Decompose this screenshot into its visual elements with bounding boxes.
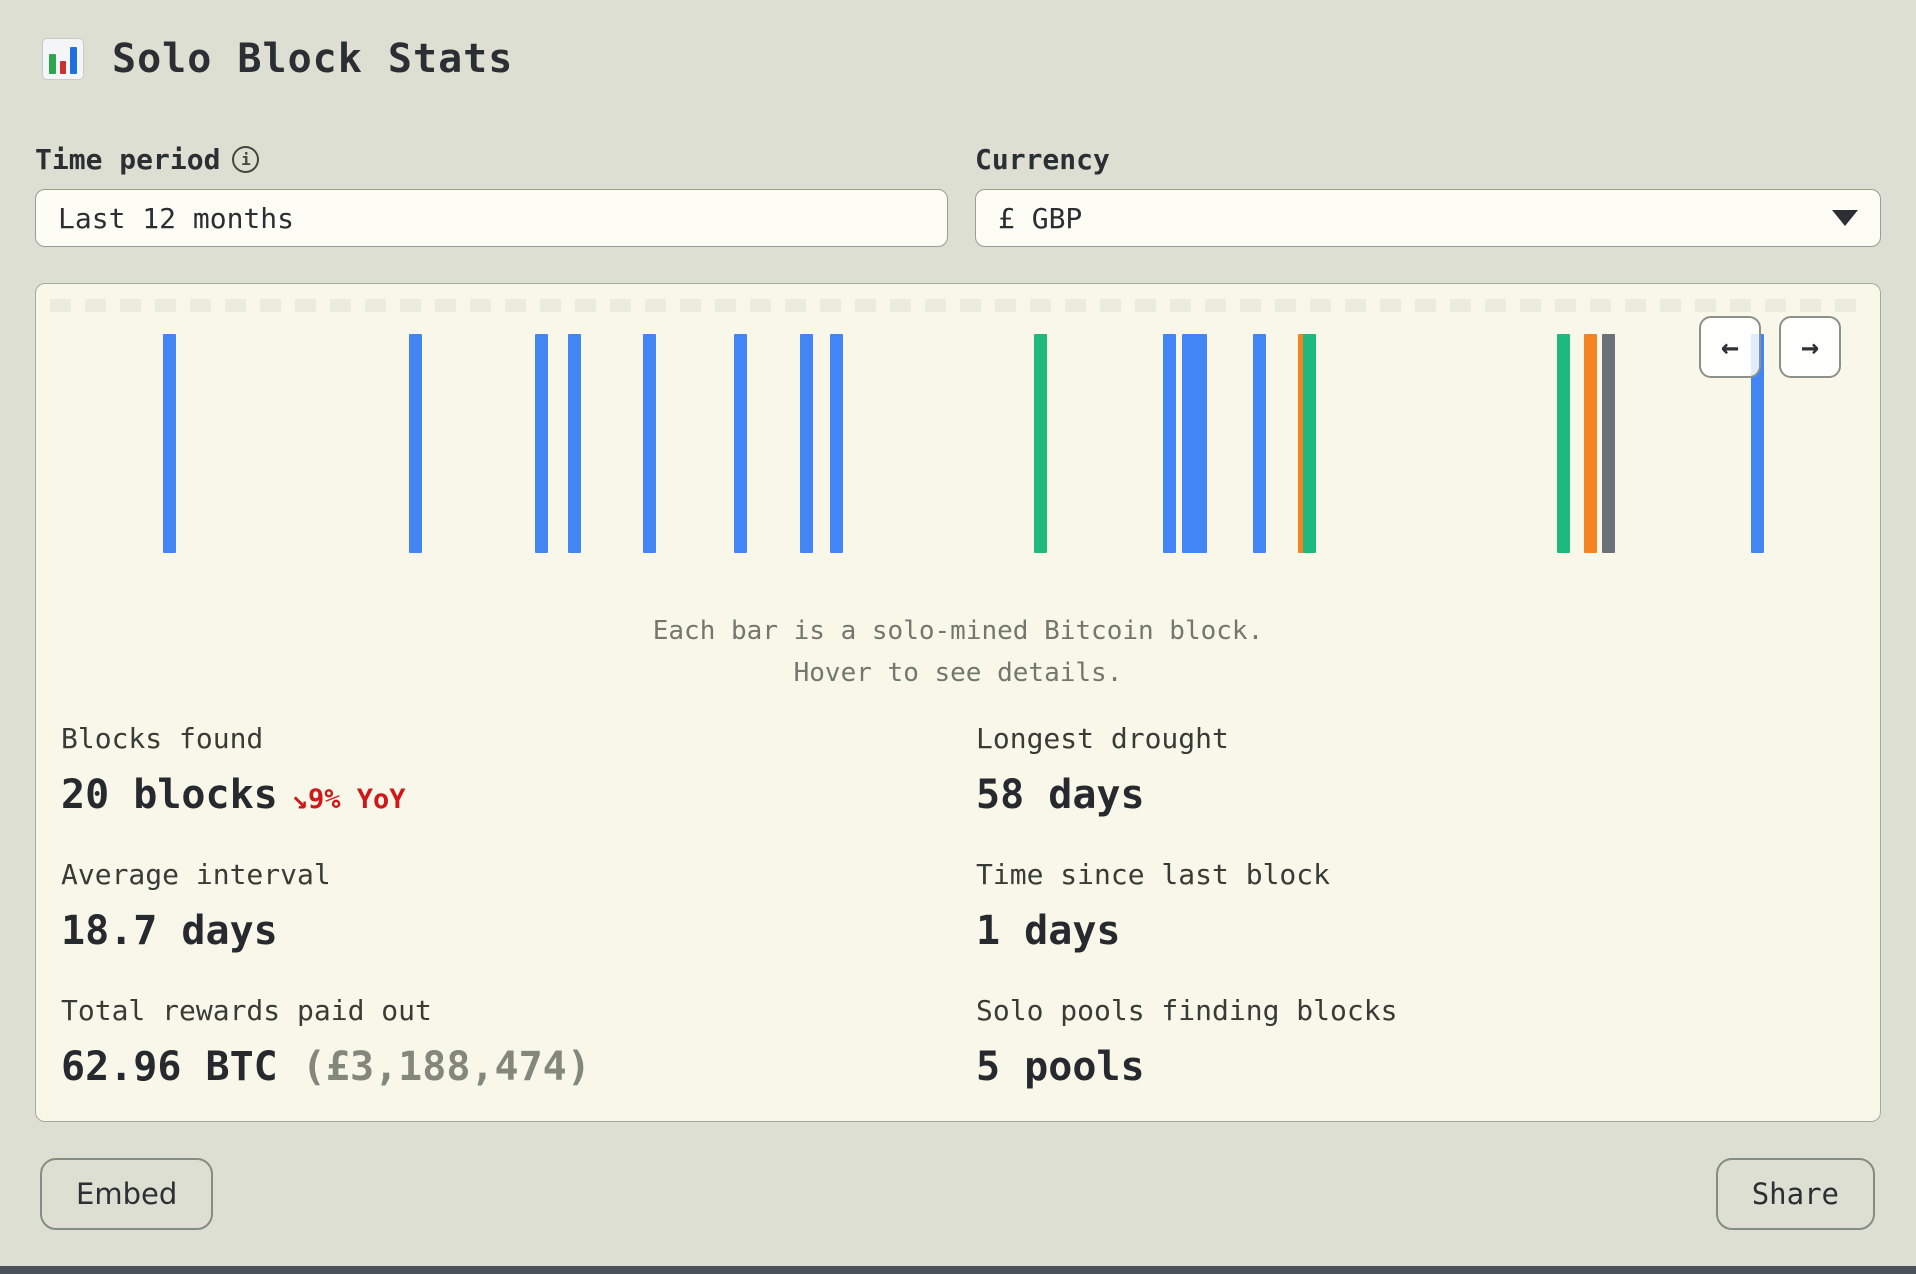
block-bar[interactable] [830, 334, 843, 553]
block-bar[interactable] [1303, 334, 1316, 553]
stat-change-badge: ↘9% YoY [291, 784, 406, 815]
block-bar[interactable] [1584, 334, 1597, 553]
page-title: Solo Block Stats [112, 36, 514, 82]
block-bar[interactable] [643, 334, 656, 553]
next-arrow-button[interactable]: → [1779, 316, 1841, 378]
stat-value: 1 days [976, 908, 1121, 954]
currency-select[interactable]: £ GBP [975, 189, 1881, 247]
bar-chart-icon [42, 38, 84, 80]
stat: Longest drought 58 days [976, 722, 1855, 818]
block-bar[interactable] [163, 334, 176, 553]
chart-panel: ← → Each bar is a solo-mined Bitcoin blo… [35, 283, 1881, 1122]
currency-selected-value: £ GBP [998, 201, 1083, 235]
stat-value: 5 pools [976, 1044, 1145, 1090]
stat-label: Average interval [61, 858, 331, 891]
time-period-control: Time period i [35, 141, 948, 247]
stat-value: 20 blocks ↘9% YoY [61, 772, 406, 818]
stat-value: 18.7 days [61, 908, 278, 954]
stat-label: Longest drought [976, 722, 1229, 755]
controls-row: Time period i Currency £ GBP [35, 141, 1881, 247]
block-bar[interactable] [800, 334, 813, 553]
stat-label: Blocks found [61, 722, 264, 755]
stat: Average interval 18.7 days [61, 858, 976, 954]
stat-label: Total rewards paid out [61, 994, 432, 1027]
timeline-ticks [50, 299, 1866, 312]
embed-button[interactable]: Embed [40, 1158, 214, 1230]
bottom-edge [0, 1266, 1916, 1274]
time-period-label: Time period [35, 142, 221, 176]
info-icon[interactable]: i [232, 145, 260, 173]
block-bars [36, 334, 1880, 553]
stat-value-secondary: (£3,188,474) [277, 1044, 591, 1090]
stat-value: 58 days [976, 772, 1145, 818]
block-bar[interactable] [1182, 334, 1207, 553]
block-bar[interactable] [1034, 334, 1047, 553]
stat: Total rewards paid out 62.96 BTC (£3,188,… [61, 994, 976, 1090]
block-bar[interactable] [734, 334, 747, 553]
block-bar[interactable] [568, 334, 581, 553]
block-bar[interactable] [1253, 334, 1266, 553]
stat: Blocks found 20 blocks ↘9% YoY [61, 722, 976, 818]
chevron-down-icon [1832, 210, 1858, 226]
prev-arrow-button[interactable]: ← [1699, 316, 1761, 378]
currency-control: Currency £ GBP [975, 141, 1881, 247]
time-period-input[interactable] [35, 189, 948, 247]
chart-caption-line1: Each bar is a solo-mined Bitcoin block. [652, 616, 1264, 646]
chart-caption: Each bar is a solo-mined Bitcoin block. … [36, 610, 1880, 694]
stat-label: Time since last block [976, 858, 1331, 891]
block-bar[interactable] [1751, 334, 1764, 553]
header: Solo Block Stats [42, 36, 513, 82]
stat: Time since last block 1 days [976, 858, 1855, 954]
block-bar[interactable] [409, 334, 422, 553]
block-bar[interactable] [535, 334, 548, 553]
block-bar[interactable] [1557, 334, 1570, 553]
stat-value: 62.96 BTC (£3,188,474) [61, 1044, 591, 1090]
chart-caption-line2: Hover to see details. [793, 658, 1123, 688]
block-bar[interactable] [1602, 334, 1615, 553]
stats-grid: Blocks found 20 blocks ↘9% YoY Longest drou… [61, 722, 1855, 1090]
share-button[interactable]: Share [1715, 1158, 1875, 1230]
currency-label: Currency [975, 142, 1110, 176]
block-bar[interactable] [1163, 334, 1176, 553]
stat: Solo pools finding blocks 5 pools [976, 994, 1855, 1090]
stat-label: Solo pools finding blocks [976, 994, 1398, 1027]
